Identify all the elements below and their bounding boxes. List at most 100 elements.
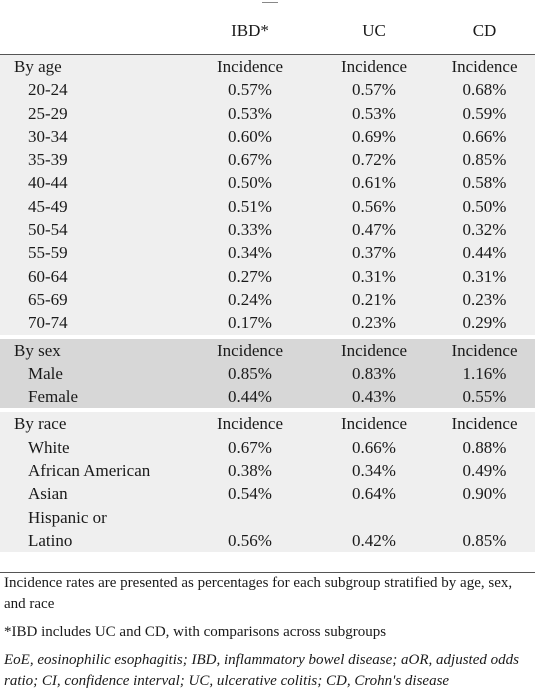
row-label: 60-64 [0,264,186,288]
metric-label-ibd: Incidence [186,338,314,362]
cell-cd: 0.44% [434,241,535,265]
table-row: 55-59 0.34% 0.37% 0.44% [0,241,535,265]
group-spacer [0,408,535,413]
cell-ibd: 0.67% [186,148,314,172]
metric-label-uc: Incidence [314,338,434,362]
row-label: 40-44 [0,171,186,195]
cell-cd: 0.59% [434,101,535,125]
table-footnotes: Incidence rates are presented as percent… [0,572,535,692]
cell-cd [434,505,535,529]
table-row: White 0.67% 0.66% 0.88% [0,435,535,460]
cell-cd: 0.23% [434,287,535,312]
row-label: 70-74 [0,311,186,335]
row-label: Male [0,361,186,386]
table-row: African American 0.38% 0.34% 0.49% [0,459,535,483]
cell-cd: 0.55% [434,385,535,409]
cell-ibd: 0.38% [186,459,314,483]
cell-cd: 0.31% [434,264,535,288]
cell-ibd: 0.67% [186,435,314,460]
metric-label-uc: Incidence [314,54,434,79]
row-label: 25-29 [0,101,186,125]
cell-uc: 0.47% [314,218,434,242]
cell-cd: 0.68% [434,78,535,102]
header-blank [0,8,186,55]
row-label: 55-59 [0,241,186,265]
table-row: 60-64 0.27% 0.31% 0.31% [0,264,535,288]
cell-ibd: 0.54% [186,482,314,506]
row-label: Latino [0,528,186,553]
group-header-row: By race Incidence Incidence Incidence [0,412,535,436]
group-spacer [0,334,535,339]
cell-cd: 0.90% [434,482,535,506]
cell-cd: 1.16% [434,361,535,386]
row-label: 65-69 [0,287,186,312]
cell-ibd: 0.27% [186,264,314,288]
table-row: 20-24 0.57% 0.57% 0.68% [0,78,535,102]
cell-uc: 0.56% [314,194,434,219]
table-row: 65-69 0.24% 0.21% 0.23% [0,287,535,312]
table-row: Female 0.44% 0.43% 0.55% [0,385,535,409]
table-row: 35-39 0.67% 0.72% 0.85% [0,148,535,172]
cell-ibd: 0.34% [186,241,314,265]
footnote-ibd: *IBD includes UC and CD, with comparison… [4,624,387,640]
metric-label-cd: Incidence [434,54,535,79]
footnote-description: Incidence rates are presented as percent… [4,575,513,612]
row-label: Hispanic or [0,505,186,529]
header-cd: CD [472,21,497,40]
cell-ibd: 0.50% [186,171,314,195]
row-label: Female [0,385,186,409]
table-row: Male 0.85% 0.83% 1.16% [0,361,535,386]
cell-cd: 0.66% [434,124,535,149]
cell-ibd: 0.44% [186,385,314,409]
table-row: 70-74 0.17% 0.23% 0.29% [0,311,535,335]
cell-uc: 0.23% [314,311,434,335]
cell-uc: 0.64% [314,482,434,506]
cell-uc: 0.83% [314,361,434,386]
cell-uc: 0.57% [314,78,434,102]
cell-ibd: 0.56% [186,528,314,553]
group-label: By age [0,54,186,79]
row-label: White [0,435,186,460]
cell-uc: 0.21% [314,287,434,312]
row-label: African American [0,459,186,483]
table-row: 40-44 0.50% 0.61% 0.58% [0,171,535,195]
table-row: 30-34 0.60% 0.69% 0.66% [0,124,535,149]
metric-label-cd: Incidence [434,412,535,436]
cell-ibd: 0.51% [186,194,314,219]
group-label: By sex [0,338,186,362]
group-header-row: By sex Incidence Incidence Incidence [0,338,535,362]
cell-ibd [186,505,314,529]
cell-uc: 0.66% [314,435,434,460]
cell-cd: 0.88% [434,435,535,460]
cell-ibd: 0.33% [186,218,314,242]
table-row: 50-54 0.33% 0.47% 0.32% [0,218,535,242]
group-label: By race [0,412,186,436]
table-body: By age Incidence Incidence Incidence 20-24 0.… [0,54,535,553]
cell-uc: 0.43% [314,385,434,409]
cell-uc: 0.31% [314,264,434,288]
cell-cd: 0.32% [434,218,535,242]
cell-uc: 0.37% [314,241,434,265]
cell-cd: 0.85% [434,148,535,172]
cell-uc: 0.61% [314,171,434,195]
table-row: 25-29 0.53% 0.53% 0.59% [0,101,535,125]
row-label: 45-49 [0,194,186,219]
cell-cd: 0.50% [434,194,535,219]
cell-ibd: 0.60% [186,124,314,149]
table-row: 45-49 0.51% 0.56% 0.50% [0,194,535,219]
cell-uc: 0.72% [314,148,434,172]
cell-uc: 0.42% [314,528,434,553]
cell-ibd: 0.85% [186,361,314,386]
row-label: Asian [0,482,186,506]
table-header-row: IBD* UC CD [0,8,535,55]
table-row: Latino 0.56% 0.42% 0.85% [0,528,535,553]
cell-uc: 0.69% [314,124,434,149]
cell-cd: 0.49% [434,459,535,483]
cropped-text-fragment [262,0,278,3]
cell-ibd: 0.57% [186,78,314,102]
cell-ibd: 0.53% [186,101,314,125]
incidence-table: IBD* UC CD By age Incidence Incidence Incid… [0,8,535,553]
cell-cd: 0.85% [434,528,535,553]
row-label: 30-34 [0,124,186,149]
cell-uc: 0.53% [314,101,434,125]
